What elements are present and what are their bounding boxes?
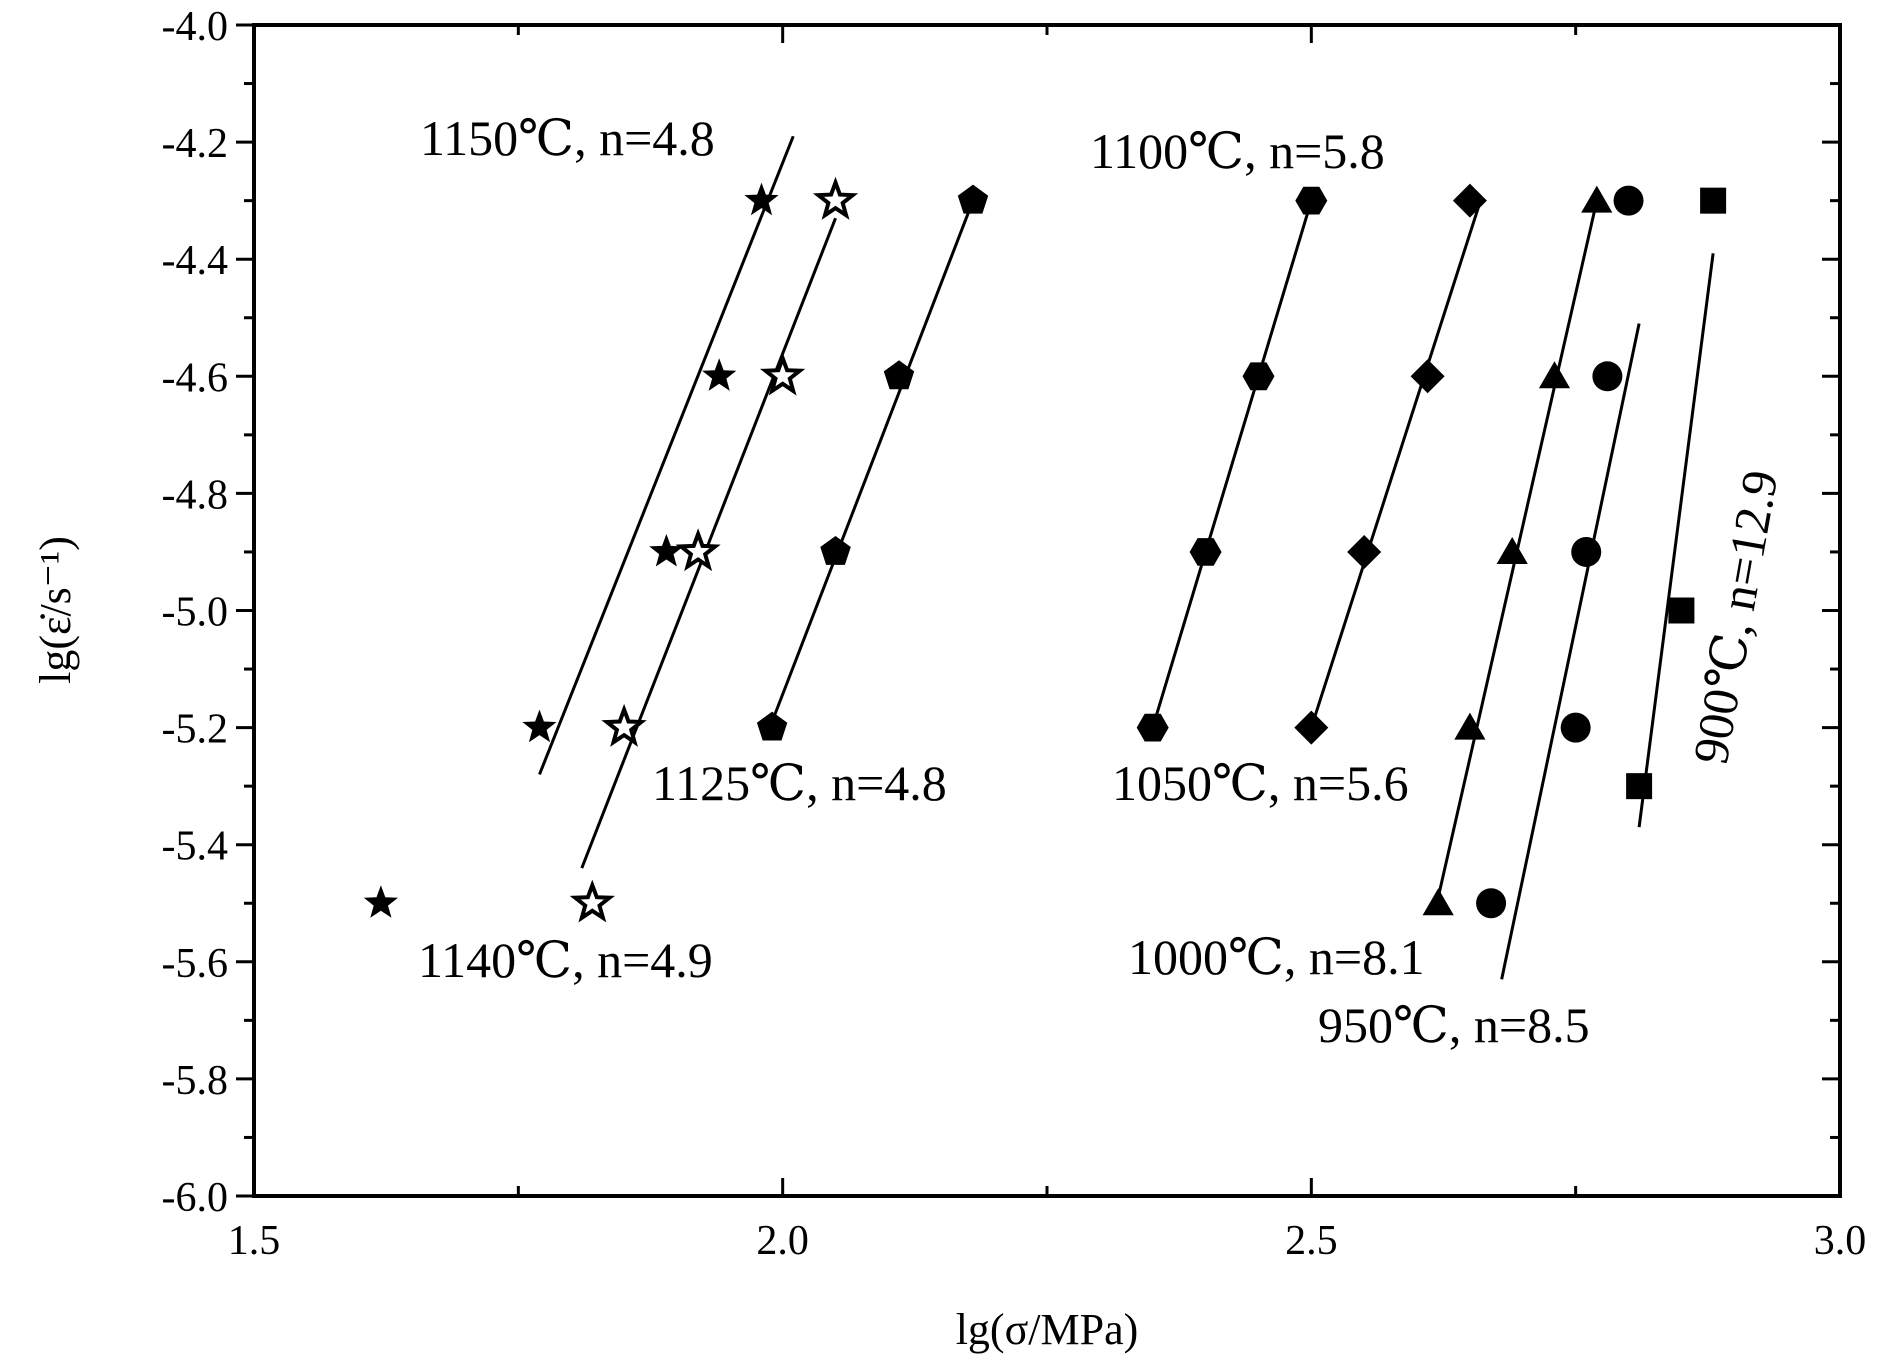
fit-lines (538, 135, 1715, 980)
series-label-1150: 1150℃, n=4.8 (420, 110, 715, 166)
x-tick-label: 1.5 (228, 1218, 281, 1264)
data-point (1700, 187, 1727, 214)
data-point (363, 885, 398, 918)
data-point (957, 184, 989, 214)
data-point (1294, 710, 1329, 745)
data-point (649, 534, 684, 567)
data-point (522, 709, 557, 743)
data-point (760, 352, 806, 396)
data-point (1476, 888, 1507, 919)
data-point (812, 176, 859, 220)
data-point (1347, 535, 1382, 569)
data-point (744, 182, 779, 216)
y-tick-label: -5.0 (162, 590, 229, 636)
fit-line (580, 217, 837, 869)
data-point (1454, 712, 1486, 740)
data-point (702, 358, 737, 391)
data-point (1295, 186, 1328, 215)
y-axis-title: lg(ε̇/s⁻¹) (31, 536, 80, 684)
data-point (1242, 362, 1275, 391)
y-tick-label: -5.8 (162, 1058, 229, 1104)
data-point (883, 360, 915, 390)
series-label-1050: 1050℃, n=5.6 (1112, 755, 1409, 811)
fit-line (1637, 253, 1715, 828)
data-point (1668, 597, 1695, 624)
data-markers (363, 176, 1727, 923)
data-point (1452, 183, 1487, 218)
data-point (756, 711, 788, 741)
data-point (1136, 713, 1169, 742)
fit-line (1309, 200, 1482, 729)
data-point (675, 528, 721, 572)
y-tick-label: -4.8 (162, 472, 229, 518)
x-tick-label: 2.0 (756, 1218, 809, 1264)
data-point (1422, 888, 1454, 916)
data-point (1613, 185, 1644, 216)
data-point (601, 703, 647, 747)
fit-line (538, 135, 795, 775)
data-point (1560, 712, 1591, 743)
axis-ticks (236, 23, 1842, 1198)
y-tick-label: -5.4 (162, 824, 229, 870)
y-tick-label: -4.0 (162, 4, 229, 50)
series-label-950: 950℃, n=8.5 (1318, 997, 1590, 1053)
data-point (1626, 773, 1653, 800)
data-point (1592, 361, 1623, 392)
y-tick-label: -5.6 (162, 941, 229, 987)
y-tick-label: -4.2 (162, 121, 229, 167)
data-point (1571, 536, 1602, 567)
x-tick-label: 3.0 (1814, 1218, 1867, 1264)
y-tick-label: -6.0 (162, 1175, 229, 1221)
x-tick-labels: 1.5 2.0 2.5 3.0 (228, 1218, 1867, 1264)
fit-line (1151, 200, 1313, 729)
data-point (820, 536, 851, 565)
series-label-1125: 1125℃, n=4.8 (652, 755, 947, 811)
series-label-900: 900℃, n=12.9 (1682, 466, 1789, 768)
fit-line (1500, 323, 1641, 980)
data-point (1189, 538, 1222, 566)
data-point (569, 879, 615, 923)
y-tick-labels: -4.0 -4.2 -4.4 -4.6 -4.8 -5.0 -5.2 -5.4 -5.6 -5.8… (162, 4, 229, 1221)
data-point (1581, 185, 1613, 213)
x-tick-label: 2.5 (1285, 1218, 1338, 1264)
data-point (1410, 359, 1445, 394)
series-label-1000: 1000℃, n=8.1 (1128, 929, 1425, 985)
fit-line (770, 200, 975, 723)
series-label-1100: 1100℃, n=5.8 (1090, 123, 1385, 179)
data-point (1496, 537, 1528, 564)
y-tick-label: -4.6 (162, 355, 229, 401)
x-axis-title: lg(σ/MPa) (956, 1305, 1139, 1354)
y-tick-label: -4.4 (162, 238, 229, 284)
y-tick-label: -5.2 (162, 707, 229, 753)
data-point (1538, 361, 1571, 389)
series-label-1140: 1140℃, n=4.9 (418, 932, 713, 988)
